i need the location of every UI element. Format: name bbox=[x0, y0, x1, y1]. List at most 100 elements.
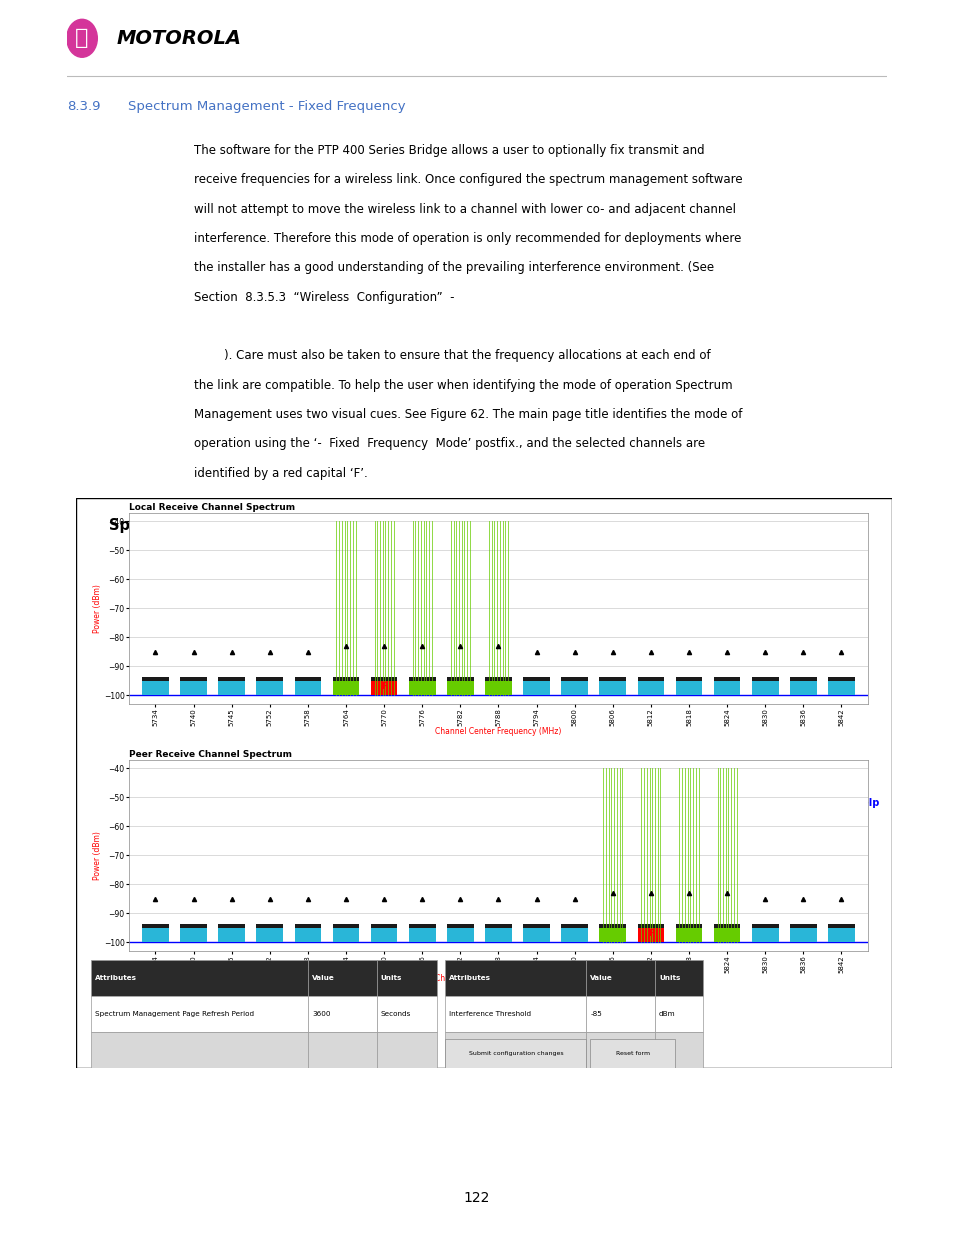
Bar bbox=[485, 924, 511, 927]
Bar bbox=[333, 680, 359, 695]
Text: operation using the ‘-  Fixed  Frequency  Mode’ postfix., and the selected chann: operation using the ‘- Fixed Frequency M… bbox=[193, 437, 704, 451]
Bar bbox=[308, 960, 376, 995]
Bar bbox=[445, 1032, 586, 1068]
Text: Value: Value bbox=[590, 974, 613, 981]
Bar bbox=[590, 1040, 675, 1068]
Bar bbox=[447, 680, 474, 695]
Bar bbox=[371, 927, 397, 942]
Bar bbox=[333, 924, 359, 927]
X-axis label: Channel Center Frequency (MHz): Channel Center Frequency (MHz) bbox=[435, 974, 561, 983]
Text: F: F bbox=[648, 929, 653, 939]
Bar bbox=[675, 677, 701, 680]
Bar bbox=[751, 680, 778, 695]
Bar bbox=[751, 924, 778, 927]
Bar bbox=[522, 680, 549, 695]
Bar bbox=[409, 927, 436, 942]
Bar bbox=[180, 927, 207, 942]
Bar bbox=[376, 1032, 436, 1068]
Bar bbox=[654, 1032, 702, 1068]
Bar bbox=[789, 680, 816, 695]
Bar bbox=[308, 995, 376, 1032]
Circle shape bbox=[67, 20, 97, 57]
Bar bbox=[218, 924, 245, 927]
Text: dBm: dBm bbox=[659, 1011, 675, 1016]
Bar bbox=[598, 677, 625, 680]
Text: MOTOROLA: MOTOROLA bbox=[117, 28, 242, 48]
Bar bbox=[447, 677, 474, 680]
Bar bbox=[789, 924, 816, 927]
Text: 3600: 3600 bbox=[312, 1011, 331, 1016]
Bar bbox=[675, 680, 701, 695]
Text: will not attempt to move the wireless link to a channel with lower co- and adjac: will not attempt to move the wireless li… bbox=[193, 203, 735, 216]
Text: Local Channel 1: State=AVAILABLE, Mean=-95 dBm, 99.9%=-94 dBm, Peak=-94 dBm, Pea: Local Channel 1: State=AVAILABLE, Mean=-… bbox=[273, 543, 695, 552]
Bar bbox=[598, 680, 625, 695]
Text: Spectrum Management Page Refresh Period: Spectrum Management Page Refresh Period bbox=[94, 1011, 253, 1016]
Bar bbox=[445, 995, 586, 1032]
Bar bbox=[586, 1032, 654, 1068]
Bar bbox=[713, 680, 740, 695]
Bar bbox=[371, 924, 397, 927]
Text: receive frequencies for a wireless link. Once configured the spectrum management: receive frequencies for a wireless link.… bbox=[193, 173, 741, 186]
Bar bbox=[180, 677, 207, 680]
Bar bbox=[522, 927, 549, 942]
Text: interference. Therefore this mode of operation is only recommended for deploymen: interference. Therefore this mode of ope… bbox=[193, 232, 740, 245]
Text: Attributes: Attributes bbox=[94, 974, 136, 981]
Text: Peer Receive Channel Spectrum: Peer Receive Channel Spectrum bbox=[129, 750, 292, 758]
Bar bbox=[218, 677, 245, 680]
Bar bbox=[827, 677, 854, 680]
Text: Submit configuration changes: Submit configuration changes bbox=[468, 1051, 562, 1056]
Bar bbox=[654, 960, 702, 995]
Bar bbox=[598, 924, 625, 927]
Bar bbox=[294, 927, 321, 942]
Bar bbox=[371, 677, 397, 680]
Text: Seconds: Seconds bbox=[380, 1011, 411, 1016]
Bar bbox=[485, 677, 511, 680]
Bar bbox=[333, 677, 359, 680]
Text: Management uses two visual cues. See Figure 62. The main page title identifies t: Management uses two visual cues. See Fig… bbox=[193, 408, 741, 421]
Bar bbox=[560, 680, 587, 695]
Bar bbox=[827, 680, 854, 695]
Text: 122: 122 bbox=[463, 1191, 490, 1205]
Bar bbox=[827, 924, 854, 927]
Bar bbox=[675, 927, 701, 942]
X-axis label: Channel Center Frequency (MHz): Channel Center Frequency (MHz) bbox=[435, 727, 561, 736]
Bar bbox=[91, 995, 308, 1032]
Bar bbox=[409, 680, 436, 695]
Text: Interference Threshold: Interference Threshold bbox=[449, 1011, 531, 1016]
Bar bbox=[751, 677, 778, 680]
Bar bbox=[827, 927, 854, 942]
Bar bbox=[586, 960, 654, 995]
Bar bbox=[789, 927, 816, 942]
Bar bbox=[218, 680, 245, 695]
Bar bbox=[560, 924, 587, 927]
Bar bbox=[142, 927, 169, 942]
Bar bbox=[675, 924, 701, 927]
Bar bbox=[91, 960, 308, 995]
Bar bbox=[485, 680, 511, 695]
Bar bbox=[637, 924, 663, 927]
Text: The software for the PTP 400 Series Bridge allows a user to optionally fix trans: The software for the PTP 400 Series Brid… bbox=[193, 144, 704, 157]
Bar bbox=[560, 677, 587, 680]
Bar bbox=[447, 924, 474, 927]
Bar bbox=[445, 960, 586, 995]
Bar bbox=[371, 680, 397, 695]
Text: Units: Units bbox=[659, 974, 679, 981]
Bar bbox=[713, 927, 740, 942]
Bar bbox=[142, 677, 169, 680]
Bar bbox=[713, 924, 740, 927]
Bar bbox=[294, 677, 321, 680]
Text: Reset form: Reset form bbox=[615, 1051, 649, 1056]
Text: Value: Value bbox=[312, 974, 335, 981]
Bar bbox=[256, 680, 283, 695]
Bar bbox=[376, 960, 436, 995]
Text: Section  8.3.5.3  “Wireless  Configuration”  -: Section 8.3.5.3 “Wireless Configuration”… bbox=[193, 290, 454, 304]
Bar bbox=[294, 924, 321, 927]
Bar bbox=[376, 995, 436, 1032]
Y-axis label: Power (dBm): Power (dBm) bbox=[93, 584, 102, 632]
Bar bbox=[409, 924, 436, 927]
Text: F: F bbox=[381, 682, 386, 692]
Bar bbox=[294, 680, 321, 695]
Bar bbox=[333, 927, 359, 942]
Bar bbox=[637, 677, 663, 680]
Text: Help: Help bbox=[854, 798, 879, 808]
